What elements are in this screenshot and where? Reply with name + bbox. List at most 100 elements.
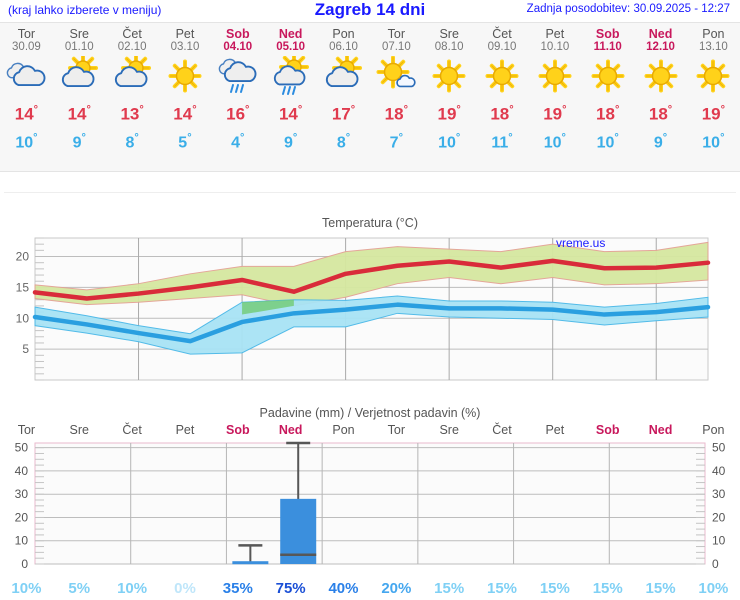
temperature-plot: 5 10 15 20 vreme.us bbox=[0, 232, 740, 392]
max-temp-8: 18° bbox=[384, 104, 408, 124]
precip-day-label-10: Čet bbox=[492, 423, 512, 437]
sun-rain-icon bbox=[264, 54, 317, 98]
max-temp-2: 14° bbox=[67, 104, 91, 124]
precipitation-svg: 0 0 10 10 20 20 30 30 40 40 50 50 bbox=[15, 441, 726, 571]
svg-text:30: 30 bbox=[15, 487, 29, 501]
day-name: Sre bbox=[69, 27, 89, 41]
day-header-row: Tor 30.09 Sre 01.10 Čet 02.10 Pet 03.10 Sob … bbox=[0, 23, 740, 54]
precip-day-label-4: Pet bbox=[175, 423, 195, 437]
day-header-11: Pet 10.10 bbox=[528, 23, 581, 54]
precip-day-header-row: Tor Sre Čet Pet Sob Ned Pon Tor Sre Čet Pet Sob Ned P… bbox=[0, 422, 740, 438]
precip-day-label-8: Tor bbox=[387, 423, 406, 437]
day-date: 11.10 bbox=[593, 41, 622, 53]
precip-day-label-5: Sob bbox=[225, 423, 250, 437]
temperature-chart-title: Temperatura (°C) bbox=[322, 216, 418, 230]
svg-text:10: 10 bbox=[15, 534, 29, 548]
precip-day-label-7: Pon bbox=[332, 423, 355, 437]
max-temp-3: 13° bbox=[120, 104, 144, 124]
precip-probability-13: 15% bbox=[645, 580, 676, 597]
max-temperature-row: 14° 14° 13° 14° 16° 14° 17° 18° 19° 18° 19° 18° 18° 1… bbox=[0, 98, 740, 127]
temperature-svg: 5 10 15 20 bbox=[16, 237, 711, 381]
partly-sunny-icon bbox=[317, 54, 370, 98]
precip-day-label-2: Sre bbox=[69, 423, 89, 437]
precip-probability-5: 35% bbox=[222, 580, 253, 597]
max-temp-6: 14° bbox=[278, 104, 303, 124]
max-temp-12: 18° bbox=[596, 104, 620, 124]
max-temp-9: 19° bbox=[437, 104, 461, 124]
page-title: Zagreb 14 dni bbox=[314, 0, 426, 19]
partly-sunny-icon bbox=[53, 54, 106, 98]
precip-day-label-3: Čet bbox=[122, 423, 142, 437]
day-date: 12.10 bbox=[646, 41, 675, 53]
precip-probability-12: 15% bbox=[592, 580, 623, 597]
day-header-10: Čet 09.10 bbox=[476, 23, 529, 54]
svg-text:50: 50 bbox=[712, 441, 726, 455]
min-temp-1: 10° bbox=[15, 131, 38, 151]
sunny-icon bbox=[634, 54, 687, 98]
precipitation-plot: 0 0 10 10 20 20 30 30 40 40 50 50 bbox=[0, 438, 740, 578]
min-temp-2: 9° bbox=[72, 131, 86, 151]
day-header-14: Pon 13.10 bbox=[687, 23, 740, 54]
day-date: 05.10 bbox=[276, 41, 306, 53]
day-date: 30.09 bbox=[12, 41, 41, 53]
day-name: Ned bbox=[648, 27, 673, 41]
max-temp-4: 14° bbox=[173, 104, 197, 124]
day-name: Pet bbox=[175, 27, 195, 41]
min-temp-8: 7° bbox=[389, 131, 403, 151]
precip-probability-6: 75% bbox=[275, 580, 306, 597]
rain-icon bbox=[211, 54, 264, 98]
sunny-icon bbox=[528, 54, 581, 98]
page-header: (kraj lahko izberete v meniju) Zagreb 14… bbox=[0, 0, 740, 22]
svg-text:0: 0 bbox=[21, 557, 28, 571]
precip-day-label-9: Sre bbox=[439, 423, 459, 437]
day-name: Čet bbox=[492, 27, 512, 41]
day-name: Pon bbox=[332, 27, 355, 41]
max-temp-1: 14° bbox=[14, 104, 39, 124]
day-date: 13.10 bbox=[699, 41, 728, 53]
svg-text:5: 5 bbox=[22, 342, 29, 356]
watermark-label: vreme.us bbox=[556, 236, 606, 250]
day-name: Tor bbox=[17, 27, 36, 41]
partly-sunny-icon bbox=[106, 54, 159, 98]
day-header-8: Tor 07.10 bbox=[370, 23, 423, 54]
day-header-13: Ned 12.10 bbox=[634, 23, 687, 54]
precip-probability-3: 10% bbox=[117, 580, 148, 597]
svg-text:20: 20 bbox=[712, 510, 726, 524]
sunny-icon bbox=[423, 54, 476, 98]
min-temp-7: 8° bbox=[336, 131, 351, 151]
day-header-1: Tor 30.09 bbox=[0, 23, 53, 54]
precip-day-label-11: Pet bbox=[545, 423, 565, 437]
day-date: 09.10 bbox=[487, 41, 517, 53]
day-date: 04.10 bbox=[223, 41, 253, 53]
precip-probability-10: 15% bbox=[487, 580, 518, 597]
min-temperature-row: 10° 9° 8° 5° 4° 9° 8° 7° 10° 11° 10° 10° 9° 10° bbox=[0, 127, 740, 154]
precipitation-chart: Padavine (mm) / Verjetnost padavin (%) T… bbox=[0, 404, 740, 600]
sun-small-cloud-icon bbox=[370, 54, 423, 98]
day-name: Čet bbox=[122, 27, 142, 41]
precip-day-label-1: Tor bbox=[17, 423, 36, 437]
precip-probability-7: 40% bbox=[328, 580, 359, 597]
day-name: Tor bbox=[387, 27, 406, 41]
precip-probability-4: 0% bbox=[174, 580, 196, 597]
svg-text:0: 0 bbox=[712, 557, 719, 571]
min-temp-13: 9° bbox=[653, 131, 668, 151]
section-divider bbox=[0, 172, 740, 214]
menu-hint: (kraj lahko izberete v meniju) bbox=[8, 3, 162, 17]
svg-text:20: 20 bbox=[16, 250, 30, 264]
precip-probability-11: 15% bbox=[539, 580, 570, 597]
sunny-icon bbox=[581, 54, 634, 98]
day-header-5: Sob 04.10 bbox=[211, 23, 264, 54]
svg-text:20: 20 bbox=[15, 510, 29, 524]
precip-probability-8: 20% bbox=[381, 580, 412, 597]
svg-text:10: 10 bbox=[712, 534, 726, 548]
min-temp-10: 11° bbox=[491, 131, 513, 151]
min-temp-11: 10° bbox=[543, 131, 566, 151]
max-temp-7: 17° bbox=[331, 104, 356, 124]
day-date: 10.10 bbox=[540, 41, 570, 53]
svg-text:10: 10 bbox=[16, 311, 30, 325]
precip-probability-14: 10% bbox=[698, 580, 729, 597]
precip-day-label-12: Sob bbox=[595, 423, 620, 437]
precip-probability-row: 10% 5% 10% 0% 35% 75% 40% 20% 15% 15% 15% 15% 15% 10% bbox=[0, 578, 740, 600]
day-header-2: Sre 01.10 bbox=[53, 23, 106, 54]
